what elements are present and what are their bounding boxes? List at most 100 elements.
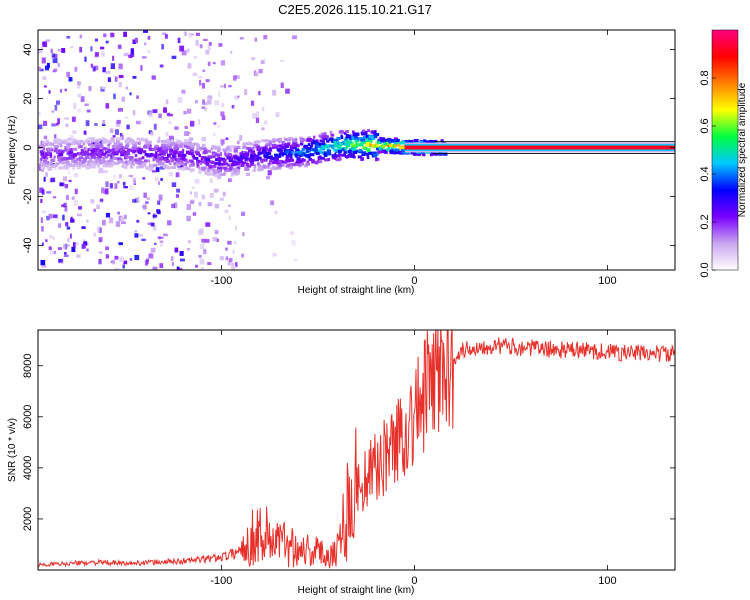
spectrogram-signal-cell — [228, 167, 233, 171]
spectrogram-signal-cell — [353, 145, 358, 149]
spectrogram-signal-cell — [370, 130, 373, 134]
spectrogram-noise-cell — [241, 211, 246, 217]
spectrogram-signal-cell — [248, 141, 251, 145]
spectrogram-noise-cell — [146, 197, 150, 200]
spectrogram-noise-cell — [45, 239, 48, 242]
spectrogram-signal-cell — [97, 151, 101, 155]
spectrogram-signal-cell — [260, 160, 264, 164]
spectrogram-signal-cell — [241, 153, 247, 157]
spectrogram-signal-cell — [222, 148, 228, 152]
spectrogram-noise-cell — [52, 58, 58, 64]
spectrogram-signal-cell — [276, 138, 281, 142]
spectrogram-signal-cell — [253, 156, 257, 160]
spectrogram-noise-cell — [265, 175, 271, 180]
spectrogram-noise-cell — [179, 45, 185, 52]
spectrogram-noise-cell — [68, 179, 72, 183]
spectrogram-signal-cell — [100, 159, 105, 163]
spectrogram-signal-cell — [230, 173, 234, 177]
spectrogram-noise-cell — [41, 225, 44, 232]
spectrogram-signal-cell — [256, 145, 260, 149]
spectrogram-signal-cell — [98, 156, 101, 160]
spectrogram-noise-cell — [155, 177, 159, 182]
spectrogram-signal-cell — [55, 151, 61, 155]
snr-line — [38, 330, 675, 569]
spectrogram-noise-cell — [109, 183, 113, 189]
spectrogram-signal-cell — [58, 166, 63, 170]
spectrogram-signal-cell — [226, 163, 230, 167]
spectrogram-noise-cell — [123, 214, 127, 220]
spectrogram-signal-cell — [118, 142, 123, 146]
spectrogram-noise-cell — [81, 243, 84, 249]
spectrogram-signal-cell — [281, 163, 285, 167]
spectrogram-signal-cell — [205, 163, 209, 167]
spectrogram-signal-cell — [295, 142, 298, 146]
spectrogram-signal-cell — [157, 160, 162, 164]
spectrogram-noise-cell — [90, 142, 95, 146]
spectrogram-noise-cell — [151, 170, 157, 173]
spectrogram-signal-cell — [241, 150, 244, 154]
spectrogram-noise-cell — [134, 233, 139, 238]
spectrogram-noise-cell — [105, 103, 110, 109]
spectrogram-noise-cell — [176, 266, 180, 270]
spectrogram-signal-cell — [107, 164, 113, 168]
spectrogram-noise-cell — [105, 212, 111, 218]
spectrogram-signal-cell — [125, 151, 129, 155]
spectrogram-signal-cell — [357, 155, 363, 159]
spectrogram-noise-cell — [69, 233, 72, 239]
spectrogram-signal-cell — [148, 140, 152, 144]
spectrogram-noise-cell — [254, 72, 259, 77]
spectrogram-noise-cell — [54, 104, 58, 111]
spectrogram-signal-cell — [53, 155, 56, 159]
spectrogram-signal-cell — [423, 139, 427, 143]
spectrogram-noise-cell — [54, 68, 58, 73]
spectrogram-signal-cell — [344, 131, 347, 135]
spectrogram-signal-cell — [368, 135, 373, 139]
spectrogram-signal-cell — [138, 157, 142, 161]
spectrogram-signal-cell — [66, 151, 71, 155]
spectrogram-noise-cell — [241, 253, 245, 258]
spectrogram-noise-cell — [119, 132, 123, 136]
spectrogram-noise-cell — [221, 102, 225, 108]
spectrogram-signal-cell — [255, 154, 259, 158]
spectrogram-signal-cell — [349, 140, 353, 144]
spectrogram-noise-cell — [71, 246, 76, 253]
spectrogram-signal-cell — [39, 150, 44, 154]
spectrogram-noise-cell — [197, 76, 203, 79]
spectrogram-signal-cell — [249, 158, 255, 162]
spectrogram-signal-cell — [165, 160, 170, 164]
spectrogram-signal-cell — [326, 139, 330, 143]
colorbar-tick-label: 0.8 — [699, 70, 711, 85]
spectrogram-signal-cell — [292, 146, 297, 150]
spectrogram-noise-cell — [134, 254, 140, 261]
spectrogram-signal-cell — [313, 135, 316, 139]
spectrogram-signal-cell — [392, 148, 396, 152]
spectrogram-signal-cell — [178, 157, 183, 161]
spectrogram-x-tick-label: 0 — [411, 275, 417, 287]
spectrogram-noise-cell — [223, 83, 226, 89]
spectrogram-signal-cell — [137, 150, 142, 154]
spectrogram-signal-cell — [115, 142, 120, 146]
spectrogram-signal-cell — [298, 160, 302, 164]
spectrogram-signal-cell — [202, 147, 207, 151]
spectrogram-signal-cell — [88, 156, 92, 160]
spectrogram-signal-cell — [268, 148, 273, 152]
spectrogram-signal-cell — [232, 160, 237, 164]
spectrogram-noise-cell — [207, 262, 212, 266]
spectrogram-signal-cell — [141, 162, 146, 166]
spectrogram-noise-cell — [163, 107, 167, 113]
spectrogram-signal-cell — [227, 168, 231, 172]
spectrogram-noise-cell — [152, 109, 158, 114]
spectrogram-signal-cell — [281, 160, 286, 164]
spectrogram-signal-cell — [170, 142, 176, 146]
spectrogram-noise-cell — [236, 140, 240, 145]
spectrogram-noise-cell — [42, 210, 47, 214]
spectrogram-signal-cell — [386, 148, 389, 152]
spectrogram-signal-cell — [293, 139, 297, 143]
spectrogram-signal-cell — [308, 157, 312, 161]
spectrogram-noise-cell — [190, 33, 195, 36]
spectrogram-signal-cell — [142, 150, 147, 154]
spectrogram-signal-cell — [180, 158, 185, 162]
spectrogram-signal-cell — [155, 144, 158, 148]
spectrogram-signal-cell — [298, 157, 301, 161]
spectrogram-noise-cell — [164, 34, 168, 39]
